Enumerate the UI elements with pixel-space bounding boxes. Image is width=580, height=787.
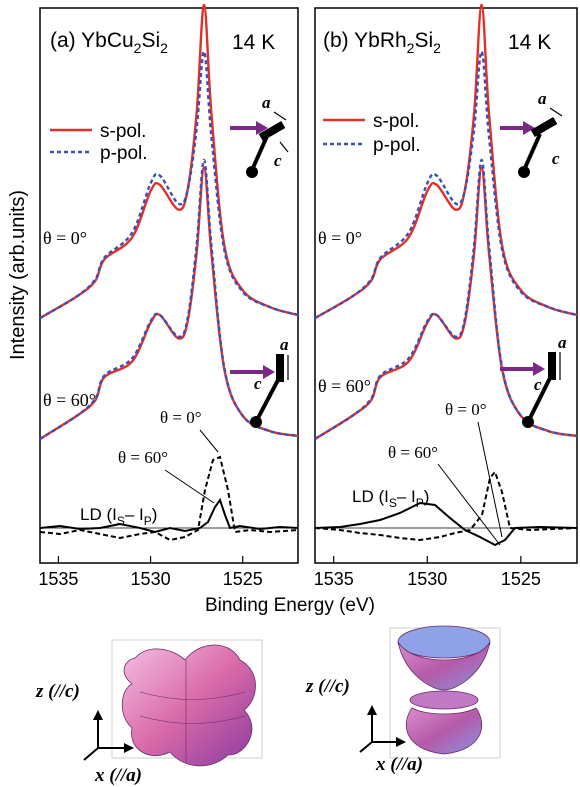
panel-b-ld-theta60-trace [314, 470, 578, 542]
panel-a-ld-label: LD (IS– IP) [80, 505, 157, 528]
panel-b-crystal-c-top: c [552, 149, 560, 168]
panel-b-crystal-a-top: a [538, 89, 547, 108]
panel-a-spectra [39, 3, 299, 441]
legend-b-s-label: s-pol. [373, 111, 419, 132]
y-axis-label: Intensity (arb.units) [7, 190, 29, 360]
panel-a-ld-theta0-trace [39, 497, 299, 534]
panel-b-series-p-theta60 [314, 158, 578, 441]
panel-a-orbital-shape [111, 639, 263, 767]
panel-a-x-axis-label: x (//a) [94, 765, 142, 786]
panel-b-title: (b) YbRh2Si2 [323, 29, 441, 56]
panel-a-crystal-a-top: a [262, 93, 271, 112]
panel-a-frame [39, 7, 299, 564]
panel-b-series-p-theta0 [314, 50, 578, 320]
x-tick-label: 1535 [38, 569, 78, 589]
x-tick-label: 1525 [223, 569, 263, 589]
panel-b-theta60-label: θ = 60° [318, 376, 371, 396]
panel-b-frame [314, 7, 578, 564]
panel-b-ld-theta0-trace [314, 501, 578, 547]
panel-b-ld-theta60-pointer [437, 463, 501, 546]
x-axis-label: Binding Energy (eV) [205, 595, 375, 616]
panel-b-ld-theta60: θ = 60° [388, 443, 438, 462]
panel-b-ld-theta0: θ = 0° [445, 400, 487, 419]
panel-a-crystal-inset-theta0: a c [230, 93, 289, 178]
panel-a-crystal-c-bottom: c [254, 374, 262, 393]
legend-a-s-label: s-pol. [100, 121, 146, 142]
panel-b-spectra [314, 3, 578, 441]
panel-b-z-axis-label: z (//c) [305, 676, 350, 697]
panel-b-crystal-a-bottom: a [558, 333, 567, 352]
panel-b-x-axis-label: x (//a) [375, 754, 423, 775]
panel-a-orbital-axes: z (//c) x (//a) [35, 681, 142, 786]
panel-b-crystal-inset-theta0: a c [500, 89, 563, 178]
panel-a-title: (a) YbCu2Si2 [50, 29, 168, 56]
panel-b-orbital-shape [389, 625, 501, 759]
x-axis-ticks: 1535 1530 1525 1535 1530 1525 [38, 556, 541, 589]
panel-b-crystal-inset-theta60: a c [500, 333, 567, 428]
x-tick-label: 1530 [407, 569, 447, 589]
legend-b-p-label: p-pol. [373, 135, 421, 156]
panel-b-theta0-label: θ = 0° [318, 228, 362, 248]
x-tick-label: 1535 [314, 569, 354, 589]
panel-a-crystal-c-top: c [274, 151, 282, 170]
x-tick-label: 1525 [501, 569, 541, 589]
panel-b-orbital-axes: z (//c) x (//a) [305, 676, 423, 775]
panel-a-ld-theta60: θ = 60° [118, 448, 168, 467]
panel-a-z-axis-label: z (//c) [35, 681, 80, 702]
panel-a-theta0-label: θ = 0° [43, 228, 87, 248]
panel-a-temperature: 14 K [232, 31, 275, 54]
x-tick-label: 1530 [131, 569, 171, 589]
legend-a-p-label: p-pol. [100, 143, 148, 164]
panel-a-ld-theta0: θ = 0° [160, 408, 202, 427]
panel-b-temperature: 14 K [508, 31, 551, 54]
panel-a-series-p-theta0 [39, 50, 299, 320]
panel-a-crystal-inset-theta60: a c [230, 335, 289, 428]
panel-a-ld-theta0-pointer [199, 429, 219, 453]
panel-b-ld-label: LD (IS– IP) [352, 487, 429, 510]
panel-a-ld-theta60-trace [39, 455, 299, 542]
panel-a-theta60-label: θ = 60° [43, 390, 96, 410]
panel-a-ld-theta60-pointer [164, 469, 215, 504]
panel-a-crystal-a-bottom: a [280, 335, 289, 354]
panel-a-series-p-theta60 [39, 158, 299, 441]
panel-b-crystal-c-bottom: c [534, 375, 542, 394]
